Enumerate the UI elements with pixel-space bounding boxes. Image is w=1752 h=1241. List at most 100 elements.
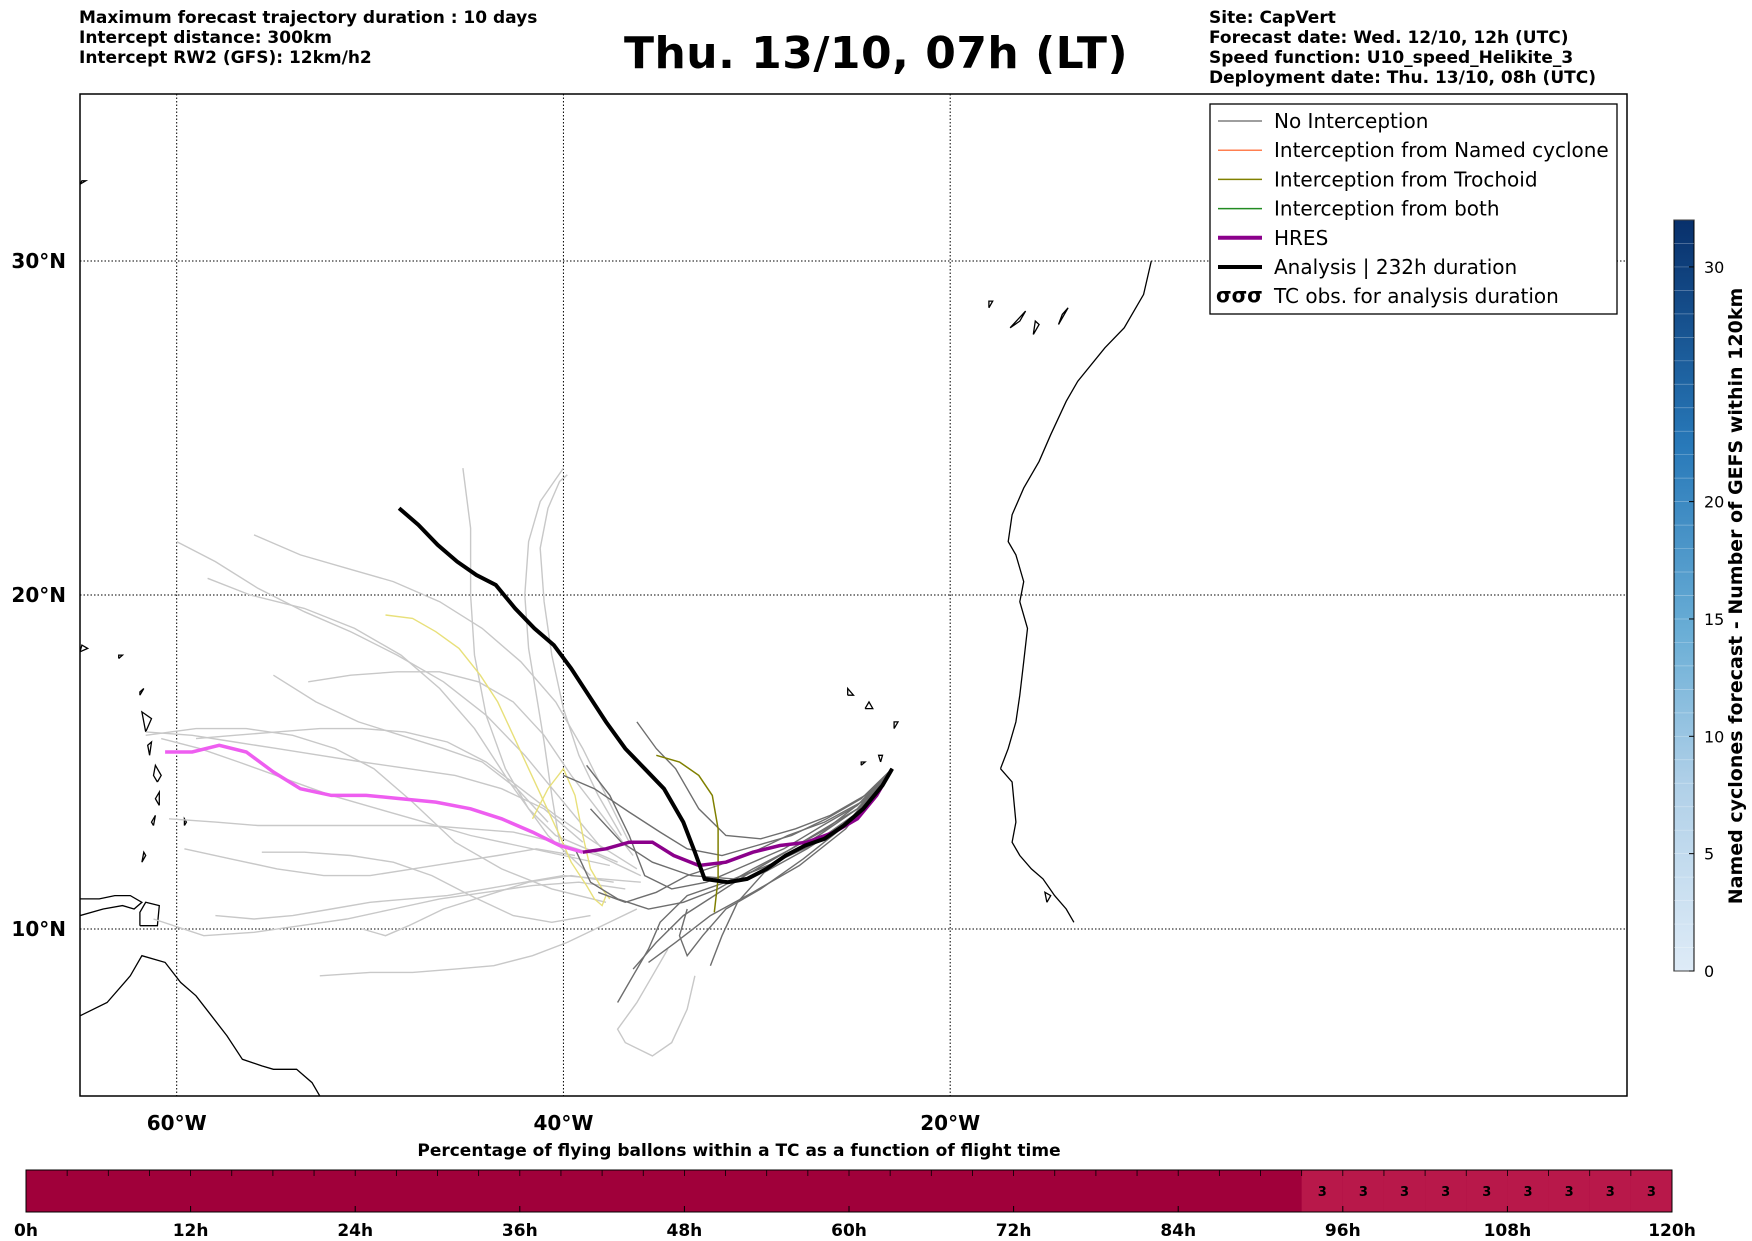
map-frame [79, 93, 1628, 1097]
timeline-hour-label: 0h [14, 1221, 38, 1241]
timeline-hour-label: 108h [1484, 1221, 1532, 1241]
coastline [847, 686, 855, 696]
timeline-segment-highlight [1425, 1170, 1467, 1212]
ensemble-track-light [207, 577, 591, 877]
timeline-segment-highlight [1507, 1170, 1549, 1212]
ensemble-track-light [462, 468, 618, 863]
lon-tick-label: 20°W [920, 1111, 980, 1135]
coastlines [80, 180, 1152, 1096]
ensemble-track-no-interception [678, 768, 893, 958]
timeline-hour-label: 96h [1325, 1221, 1361, 1241]
timeline-segment-value: 3 [1523, 1185, 1532, 1200]
ensemble-track-light [184, 848, 576, 877]
coastline [118, 654, 125, 659]
speed-function-text: Speed function: U10_speed_Helikite_3 [1209, 48, 1574, 68]
timeline-hour-label: 24h [337, 1221, 373, 1241]
coastline [80, 644, 90, 653]
legend-label: Interception from Trochoid [1274, 167, 1538, 191]
coastline [860, 761, 867, 766]
page-title: Thu. 13/10, 07h (LT) [623, 28, 1129, 79]
ensemble-track-no-interception [648, 768, 893, 963]
ensemble-track-light [261, 851, 591, 924]
coastline [1043, 891, 1052, 903]
timeline-segment-highlight [1589, 1170, 1631, 1212]
coastline [893, 721, 900, 729]
coastline [146, 740, 153, 756]
timeline-segment-highlight [1548, 1170, 1590, 1212]
timeline-segment-value: 3 [1647, 1185, 1656, 1200]
legend-label: Interception from Named cyclone [1274, 138, 1609, 162]
timeline-segment-value: 3 [1441, 1185, 1450, 1200]
ensemble-track-light [145, 731, 584, 843]
ensemble-track-light [253, 534, 630, 843]
timeline-title: Percentage of flying ballons within a TC… [417, 1141, 1060, 1161]
ensemble-track-no-interception [597, 768, 893, 904]
map-legend: No Interception Interception from Named c… [1209, 103, 1618, 315]
legend-box [1209, 103, 1618, 315]
ensemble-track-light [524, 467, 564, 843]
lon-tick-label: 60°W [147, 1111, 207, 1135]
legend-label: TC obs. for analysis duration [1273, 284, 1559, 308]
intercept-rw2-text: Intercept RW2 (GFS): 12km/h2 [79, 48, 372, 68]
hres-track-near [582, 774, 890, 868]
trajectory-tracks [145, 467, 894, 1057]
coastline [140, 710, 153, 733]
ensemble-track-light [273, 674, 549, 823]
timeline-segment-value: 3 [1565, 1185, 1574, 1200]
ensemble-track-light [539, 474, 623, 836]
timeline-hour-label: 12h [173, 1221, 209, 1241]
map-axis-labels: 30°N 20°N 10°N 60°W 40°W 20°W [11, 249, 980, 1135]
timeline-segment-highlight [1466, 1170, 1508, 1212]
coastline [154, 789, 160, 806]
coastline [80, 954, 321, 1096]
colorbar-tick-label: 15 [1704, 610, 1724, 629]
ensemble-track-no-interception [586, 764, 893, 890]
hres-track-far [165, 743, 584, 854]
ensemble-track-light [362, 874, 614, 937]
lat-tick-label: 30°N [11, 249, 66, 273]
forecast-date-text: Forecast date: Wed. 12/10, 12h (UTC) [1209, 28, 1569, 48]
colorbar-tick-label: 10 [1704, 727, 1724, 746]
timeline-segment-value: 3 [1482, 1185, 1491, 1200]
timeline-hour-label: 72h [996, 1221, 1032, 1241]
site-text: Site: CapVert [1209, 8, 1336, 28]
coastline [139, 688, 145, 696]
coastline [988, 300, 994, 309]
colorbar-title: Named cyclones forecast - Number of GEFS… [1725, 288, 1747, 905]
coastline [1009, 310, 1027, 329]
colorbar-tick-label: 30 [1704, 258, 1724, 277]
timeline-segment-highlight [1630, 1170, 1672, 1212]
coastline [1057, 307, 1069, 325]
timeline-segment-value: 3 [1400, 1185, 1409, 1200]
header-right: Site: CapVert Forecast date: Wed. 12/10,… [1209, 8, 1596, 88]
timeline-segment-highlight [1383, 1170, 1426, 1212]
colorbar-tick-label: 0 [1704, 962, 1714, 981]
coastline [152, 763, 162, 783]
legend-label: Interception from both [1274, 197, 1500, 221]
ensemble-track-no-interception [589, 768, 893, 880]
timeline-hour-label: 120h [1648, 1221, 1696, 1241]
ensemble-track-no-interception [632, 768, 893, 970]
timeline-hour-label: 48h [667, 1221, 703, 1241]
ensemble-track-light [153, 881, 626, 937]
coastline [999, 260, 1152, 769]
coastline [1000, 768, 1075, 923]
flight-time-timeline: Percentage of flying ballons within a TC… [14, 1141, 1696, 1241]
max-duration-text: Maximum forecast trajectory duration : 1… [79, 8, 538, 28]
coastline [141, 850, 147, 863]
cyclone-symbol-icon: σσσ [1216, 283, 1263, 307]
legend-label: HRES [1274, 226, 1328, 250]
deployment-date-text: Deployment date: Thu. 13/10, 08h (UTC) [1209, 68, 1596, 88]
coastline [80, 180, 89, 185]
timeline-segment-highlight [1342, 1170, 1384, 1212]
timeline-hour-label: 84h [1160, 1221, 1196, 1241]
timeline-hour-label: 36h [502, 1221, 538, 1241]
coastline [139, 901, 161, 927]
timeline-segment-value: 3 [1359, 1185, 1368, 1200]
coastline [80, 894, 144, 917]
timeline-segment-value: 3 [1606, 1185, 1615, 1200]
ensemble-track-light [145, 727, 607, 903]
timeline-hour-label: 60h [831, 1221, 867, 1241]
coastline [877, 754, 884, 763]
